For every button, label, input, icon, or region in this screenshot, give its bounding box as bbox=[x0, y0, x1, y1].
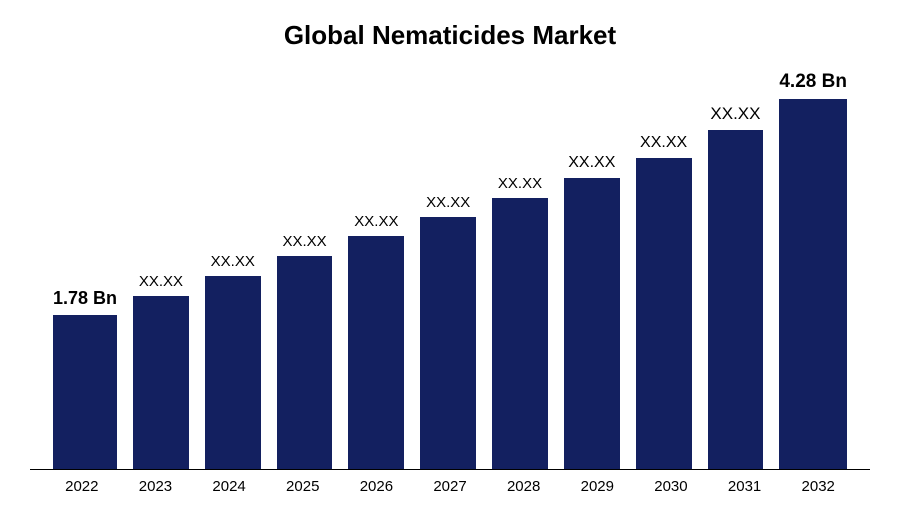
x-axis-label: 2023 bbox=[127, 478, 185, 495]
x-axis-label: 2029 bbox=[568, 478, 626, 495]
x-axis-label: 2031 bbox=[716, 478, 774, 495]
x-axis: 2022 2023 2024 2025 2026 2027 2028 2029 2030 2031… bbox=[30, 470, 870, 495]
bar-group: XX.XX bbox=[205, 66, 261, 469]
bar-value-label: XX.XX bbox=[139, 273, 183, 290]
bar bbox=[708, 130, 764, 469]
bar bbox=[348, 236, 404, 469]
bar bbox=[277, 256, 333, 469]
chart-area: 1.78 Bn XX.XX XX.XX XX.XX XX.XX XX.XX XX.XX XX.… bbox=[30, 66, 870, 470]
bar-group: XX.XX bbox=[564, 66, 620, 469]
bar-group: XX.XX bbox=[348, 66, 404, 469]
x-axis-label: 2032 bbox=[789, 478, 847, 495]
bar-group: XX.XX bbox=[277, 66, 333, 469]
bar bbox=[492, 198, 548, 469]
x-axis-label: 2027 bbox=[421, 478, 479, 495]
bar-value-label: 1.78 Bn bbox=[53, 288, 117, 309]
bar-group: XX.XX bbox=[420, 66, 476, 469]
bar-value-label: XX.XX bbox=[354, 213, 398, 230]
bar-group: XX.XX bbox=[133, 66, 189, 469]
bar bbox=[53, 315, 117, 469]
bar bbox=[636, 158, 692, 469]
x-axis-label: 2028 bbox=[495, 478, 553, 495]
chart-container: Global Nematicides Market 1.78 Bn XX.XX XX… bbox=[0, 0, 900, 525]
bar-group: 4.28 Bn bbox=[779, 66, 847, 469]
bar-value-label: XX.XX bbox=[211, 253, 255, 270]
bar bbox=[779, 99, 847, 469]
bar bbox=[133, 296, 189, 469]
bar-value-label: 4.28 Bn bbox=[779, 71, 847, 93]
chart-title: Global Nematicides Market bbox=[30, 20, 870, 51]
bar-value-label: XX.XX bbox=[282, 233, 326, 250]
x-axis-label: 2022 bbox=[53, 478, 111, 495]
bar-value-label: XX.XX bbox=[640, 134, 687, 152]
bar-value-label: XX.XX bbox=[426, 194, 470, 211]
x-axis-label: 2026 bbox=[348, 478, 406, 495]
bar-group: 1.78 Bn bbox=[53, 66, 117, 469]
bar bbox=[205, 276, 261, 469]
x-axis-label: 2025 bbox=[274, 478, 332, 495]
bars-group: 1.78 Bn XX.XX XX.XX XX.XX XX.XX XX.XX XX.XX XX.… bbox=[30, 66, 870, 469]
bar-value-label: XX.XX bbox=[568, 154, 615, 172]
bar-value-label: XX.XX bbox=[710, 104, 760, 124]
bar-value-label: XX.XX bbox=[498, 175, 542, 192]
x-axis-label: 2030 bbox=[642, 478, 700, 495]
x-axis-label: 2024 bbox=[200, 478, 258, 495]
bar bbox=[420, 217, 476, 469]
bar bbox=[564, 178, 620, 469]
bar-group: XX.XX bbox=[636, 66, 692, 469]
bar-group: XX.XX bbox=[492, 66, 548, 469]
bar-group: XX.XX bbox=[708, 66, 764, 469]
